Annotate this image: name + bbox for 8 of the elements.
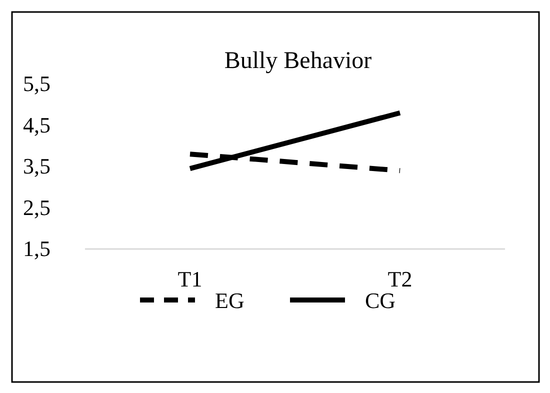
x-tick-label: T1 [178, 266, 202, 292]
y-tick-label: 4,5 [23, 112, 50, 138]
legend-label: EG [215, 288, 244, 313]
y-tick-label: 3,5 [23, 154, 50, 179]
y-tick-label: 2,5 [23, 194, 50, 220]
y-tick-label: 1,5 [23, 236, 50, 262]
chart-title: Bully Behavior [224, 48, 372, 74]
y-tick-label: 5,5 [23, 71, 50, 96]
